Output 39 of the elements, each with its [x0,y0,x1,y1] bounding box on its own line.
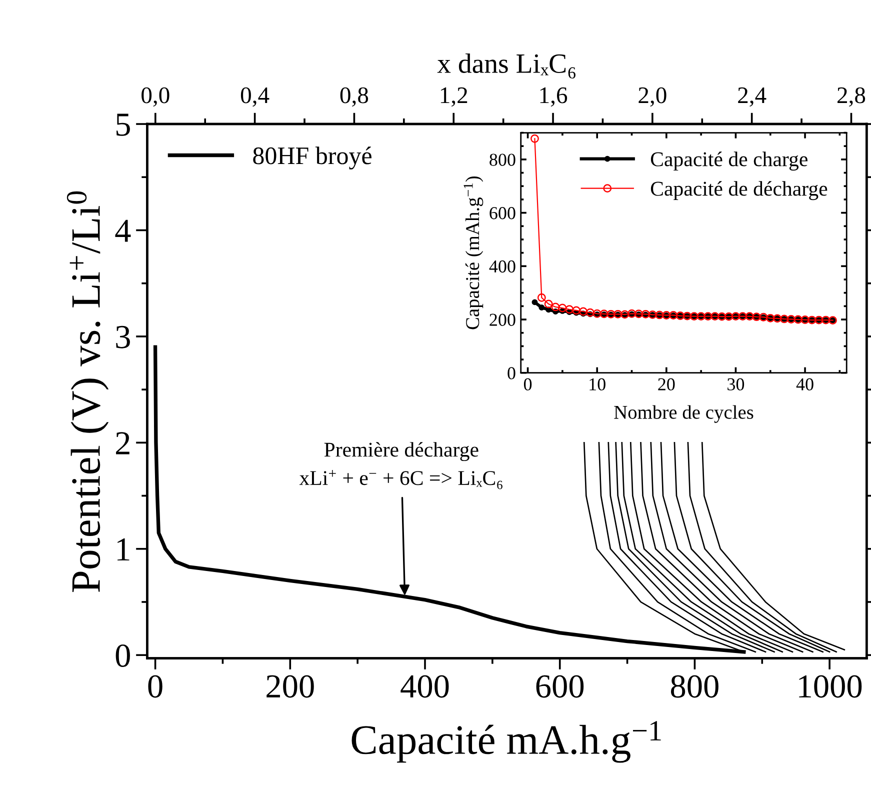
x2-tick-label: 2,0 [638,87,666,107]
y-tick-label: 400 [489,260,516,273]
legend-label: 80HF broyé [253,146,372,170]
y-axis-title: Capacité (mAh.g$^{−1}$) [464,176,484,330]
x2-tick-label: 0,0 [142,87,170,107]
x-tick-label: 0 [148,675,162,698]
y-tick-label: 200 [490,314,516,326]
x2-tick-label: 2,8 [838,87,866,107]
legend-label: Capacité de charge [650,152,808,171]
y-tick-label: 2 [116,432,130,454]
y-tick-label: 800 [490,154,516,166]
x-tick-label: 1000 [799,675,862,698]
y-axis-title: Potentiel (V) vs. Li$^{+}$/Li$^{0}$ [66,191,109,592]
y-tick-label: 3 [116,326,130,348]
x-tick-label: 800 [670,675,718,698]
x-tick-label: 40 [796,378,814,390]
x-tick-label: 0 [524,378,532,390]
annotation: Première décharge xLi$^{+}$ + e$^{−}$ + 6C => LiₓC₆ [299,442,502,490]
x-tick-label: 400 [400,675,449,698]
y-tick-label: 600 [490,207,516,220]
y-tick-label: 4 [115,220,131,242]
x2-tick-label: 0,4 [240,87,270,107]
x-axis-title: Nombre de cycles [614,405,754,423]
x2-axis-title: x dans LiₓC₆ [437,53,576,79]
y-tick-label: 1 [117,538,130,560]
x2-tick-label: 0,8 [340,87,368,107]
y-tick-label: 5 [116,114,130,136]
x-tick-label: 30 [728,378,744,390]
x-tick-label: 600 [536,675,584,698]
x-axis-title: Capacité mA.h.g$^{−1}$ [352,721,661,763]
x2-tick-label: 1,6 [540,87,568,107]
x-tick-label: 10 [590,378,606,390]
x-tick-label: 20 [658,378,675,390]
y-tick-label: 0 [116,644,130,667]
x2-tick-label: 1,2 [440,87,468,107]
x2-tick-label: 2,4 [738,87,766,107]
x-tick-label: 200 [266,675,314,698]
legend-label: Capacité de décharge [650,181,828,200]
y-tick-label: 0 [508,367,516,380]
